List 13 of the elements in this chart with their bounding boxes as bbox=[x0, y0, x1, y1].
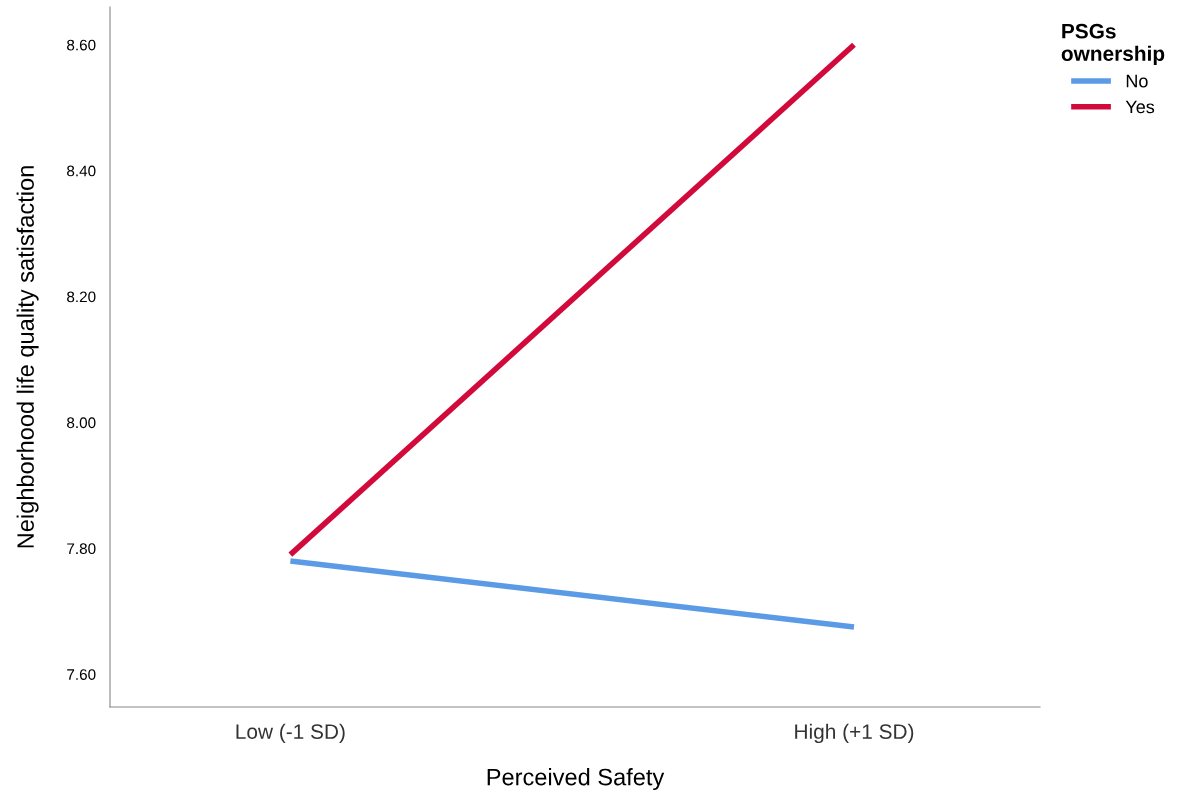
y-tick-label: 7.80 bbox=[67, 543, 96, 555]
x-tick-label: High (+1 SD) bbox=[795, 723, 914, 744]
y-axis-title: Neighborhood life quality satisfaction bbox=[16, 166, 39, 548]
x-tick-label: Low (-1 SD) bbox=[236, 723, 345, 744]
y-tick-label: 8.00 bbox=[67, 417, 96, 429]
legend-label: Yes bbox=[1125, 100, 1155, 114]
x-axis-title: Perceived Safety bbox=[487, 768, 665, 791]
y-tick-label: 8.40 bbox=[67, 165, 96, 177]
y-tick-label: 8.20 bbox=[67, 291, 96, 303]
legend-title: PSGs ownership bbox=[1061, 23, 1165, 66]
legend-label: No bbox=[1126, 74, 1148, 88]
y-tick-label: 7.60 bbox=[67, 669, 96, 680]
y-tick-label: 8.60 bbox=[67, 39, 96, 51]
